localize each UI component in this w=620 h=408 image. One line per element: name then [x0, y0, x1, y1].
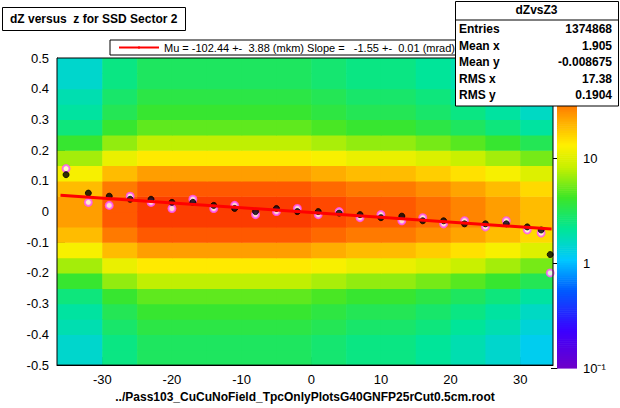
svg-text:Mu = -102.44 +- 3.88 (mkm) Sl: Mu = -102.44 +- 3.88 (mkm) Slope = -1.55… — [164, 42, 455, 54]
svg-text:-10: -10 — [232, 372, 251, 387]
svg-text:10: 10 — [583, 151, 597, 166]
svg-text:dZvsZ3: dZvsZ3 — [515, 3, 557, 17]
svg-text:1374868: 1374868 — [565, 22, 612, 36]
svg-text:-0.5: -0.5 — [27, 358, 49, 373]
svg-text:1.905: 1.905 — [582, 39, 612, 53]
svg-text:0.1: 0.1 — [31, 173, 49, 188]
svg-text:RMS y: RMS y — [459, 88, 496, 102]
svg-text:0: 0 — [42, 204, 49, 219]
svg-text:0: 0 — [308, 372, 315, 387]
svg-text:dZ versus z for SSD Sector 2: dZ versus z for SSD Sector 2 — [10, 12, 178, 26]
svg-text:-20: -20 — [163, 372, 182, 387]
svg-text:-0.1: -0.1 — [27, 235, 49, 250]
svg-text:10: 10 — [374, 372, 388, 387]
svg-text:Mean y: Mean y — [459, 55, 500, 69]
svg-text:Mean x: Mean x — [459, 39, 500, 53]
svg-text:RMS x: RMS x — [459, 72, 496, 86]
svg-text:0.2: 0.2 — [31, 143, 49, 158]
svg-text:-30: -30 — [93, 372, 112, 387]
svg-text:-0.008675: -0.008675 — [558, 55, 612, 69]
svg-text:0.1904: 0.1904 — [575, 88, 612, 102]
svg-text:17.38: 17.38 — [582, 72, 612, 86]
svg-text:-0.3: -0.3 — [27, 296, 49, 311]
svg-text:-0.2: -0.2 — [27, 265, 49, 280]
svg-text:0.3: 0.3 — [31, 112, 49, 127]
svg-text:1: 1 — [583, 256, 590, 271]
svg-text:-0.4: -0.4 — [27, 327, 49, 342]
svg-text:../Pass103_CuCuNoField_TpcOnly: ../Pass103_CuCuNoField_TpcOnlyPlotsG40GN… — [115, 390, 494, 404]
svg-text:30: 30 — [513, 372, 527, 387]
svg-text:Entries: Entries — [459, 22, 500, 36]
svg-text:20: 20 — [443, 372, 457, 387]
svg-text:10⁻¹: 10⁻¹ — [583, 361, 606, 376]
svg-text:0.5: 0.5 — [31, 51, 49, 66]
svg-text:0.4: 0.4 — [31, 81, 49, 96]
